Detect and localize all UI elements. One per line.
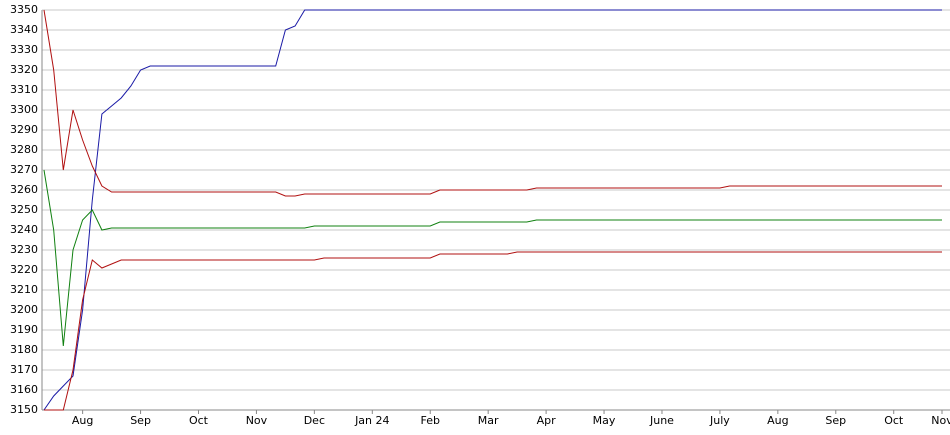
series-line — [43, 169, 942, 347]
x-tick-label: Apr — [537, 414, 557, 427]
x-tick-label: Feb — [420, 414, 439, 427]
y-tick-label: 3340 — [10, 23, 38, 36]
x-tick-label: Nov — [246, 414, 268, 427]
y-tick-label: 3220 — [10, 263, 38, 276]
x-tick-label: July — [709, 414, 730, 427]
x-tick-label: June — [649, 414, 674, 427]
x-tick-label: Sep — [825, 414, 846, 427]
y-tick-label: 3270 — [10, 163, 38, 176]
y-tick-label: 3320 — [10, 63, 38, 76]
y-tick-label: 3300 — [10, 103, 38, 116]
x-tick-label: Aug — [767, 414, 788, 427]
y-tick-label: 3200 — [10, 303, 38, 316]
y-tick-label: 3310 — [10, 83, 38, 96]
y-tick-label: 3260 — [10, 183, 38, 196]
series-line — [43, 9, 942, 411]
x-tick-label: Nov — [931, 414, 950, 427]
y-tick-label: 3330 — [10, 43, 38, 56]
x-tick-label: Oct — [884, 414, 904, 427]
y-tick-label: 3210 — [10, 283, 38, 296]
x-tick-label: Sep — [130, 414, 151, 427]
x-tick-label: Oct — [189, 414, 209, 427]
x-tick-label: Mar — [478, 414, 499, 427]
series-line — [43, 9, 942, 197]
x-tick-label: Dec — [304, 414, 325, 427]
x-tick-label: May — [593, 414, 616, 427]
y-tick-label: 3240 — [10, 223, 38, 236]
series-line — [44, 251, 942, 411]
y-tick-label: 3250 — [10, 203, 38, 216]
y-tick-label: 3180 — [10, 343, 38, 356]
x-tick-label: Aug — [72, 414, 93, 427]
y-tick-label: 3280 — [10, 143, 38, 156]
y-tick-label: 3190 — [10, 323, 38, 336]
y-tick-label: 3150 — [10, 403, 38, 416]
y-tick-label: 3290 — [10, 123, 38, 136]
y-tick-label: 3160 — [10, 383, 38, 396]
y-tick-label: 3230 — [10, 243, 38, 256]
x-tick-label: Jan 24 — [354, 414, 389, 427]
y-tick-label: 3350 — [10, 3, 38, 16]
y-tick-label: 3170 — [10, 363, 38, 376]
